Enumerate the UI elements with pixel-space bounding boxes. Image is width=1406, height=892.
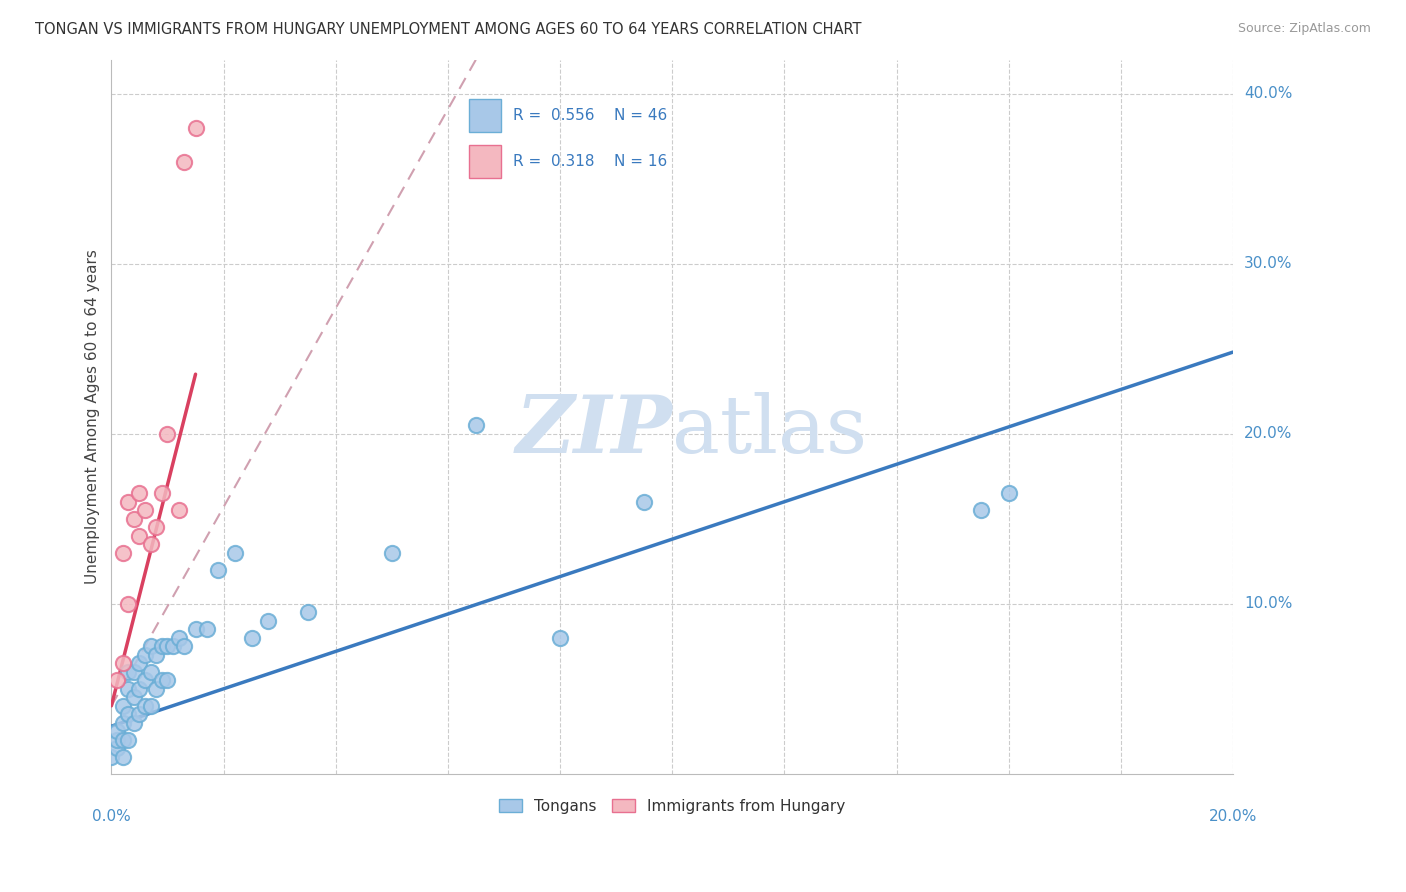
Point xyxy=(257,614,280,628)
Text: 30.0%: 30.0% xyxy=(1244,256,1292,271)
Text: 20.0%: 20.0% xyxy=(1244,426,1292,442)
Point xyxy=(381,546,404,560)
Point xyxy=(105,741,128,756)
Point xyxy=(969,503,991,517)
Point xyxy=(150,640,173,654)
Point xyxy=(111,715,134,730)
Point xyxy=(111,546,134,560)
Point xyxy=(122,690,145,705)
Point xyxy=(150,673,173,688)
Point xyxy=(128,529,150,543)
Point xyxy=(134,698,156,713)
Point xyxy=(117,681,139,696)
Text: 40.0%: 40.0% xyxy=(1244,87,1292,101)
Point xyxy=(100,749,122,764)
Text: atlas: atlas xyxy=(672,392,868,470)
Point xyxy=(240,631,263,645)
Point xyxy=(184,622,207,636)
Point xyxy=(548,631,571,645)
Point xyxy=(195,622,218,636)
Point xyxy=(139,698,162,713)
Point xyxy=(111,657,134,671)
Point xyxy=(117,597,139,611)
Point xyxy=(117,494,139,508)
Text: Source: ZipAtlas.com: Source: ZipAtlas.com xyxy=(1237,22,1371,36)
Point xyxy=(139,640,162,654)
Point xyxy=(111,749,134,764)
Text: 20.0%: 20.0% xyxy=(1209,809,1257,823)
Point xyxy=(122,715,145,730)
Point xyxy=(128,657,150,671)
Point xyxy=(128,707,150,722)
Point xyxy=(134,648,156,662)
Point xyxy=(297,605,319,619)
Point xyxy=(156,426,179,441)
Point xyxy=(997,486,1019,500)
Legend: Tongans, Immigrants from Hungary: Tongans, Immigrants from Hungary xyxy=(494,792,852,820)
Point xyxy=(105,732,128,747)
Text: ZIP: ZIP xyxy=(516,392,672,470)
Text: TONGAN VS IMMIGRANTS FROM HUNGARY UNEMPLOYMENT AMONG AGES 60 TO 64 YEARS CORRELA: TONGAN VS IMMIGRANTS FROM HUNGARY UNEMPL… xyxy=(35,22,862,37)
Point xyxy=(207,563,229,577)
Point xyxy=(167,503,190,517)
Y-axis label: Unemployment Among Ages 60 to 64 years: Unemployment Among Ages 60 to 64 years xyxy=(86,249,100,584)
Point xyxy=(156,673,179,688)
Point xyxy=(117,707,139,722)
Point xyxy=(134,673,156,688)
Point xyxy=(134,503,156,517)
Text: 10.0%: 10.0% xyxy=(1244,596,1292,611)
Point xyxy=(145,681,167,696)
Point xyxy=(139,665,162,679)
Point xyxy=(117,665,139,679)
Point xyxy=(150,486,173,500)
Point xyxy=(122,665,145,679)
Point xyxy=(173,154,195,169)
Point xyxy=(111,732,134,747)
Point xyxy=(139,537,162,551)
Point xyxy=(105,724,128,739)
Point xyxy=(117,732,139,747)
Point xyxy=(156,640,179,654)
Point xyxy=(633,494,655,508)
Point xyxy=(105,673,128,688)
Point xyxy=(162,640,184,654)
Point xyxy=(167,631,190,645)
Point xyxy=(184,120,207,135)
Point xyxy=(145,520,167,534)
Point xyxy=(111,698,134,713)
Text: 0.0%: 0.0% xyxy=(91,809,131,823)
Point xyxy=(173,640,195,654)
Point xyxy=(224,546,246,560)
Point xyxy=(122,512,145,526)
Point xyxy=(128,681,150,696)
Point xyxy=(128,486,150,500)
Point xyxy=(464,418,486,433)
Point xyxy=(145,648,167,662)
